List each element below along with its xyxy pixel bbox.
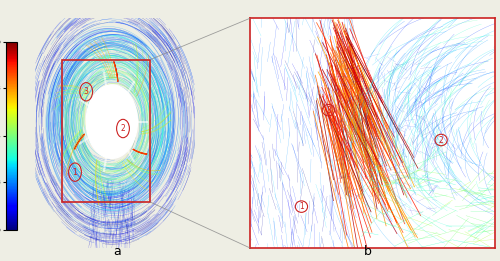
Text: 3: 3 (326, 106, 331, 115)
Text: 2: 2 (438, 135, 444, 145)
Text: 1: 1 (299, 202, 304, 211)
Bar (62, 60, 150, 202)
Text: 1: 1 (72, 168, 78, 177)
Text: 2: 2 (120, 124, 126, 133)
Polygon shape (86, 85, 138, 158)
Text: b: b (364, 245, 372, 258)
Text: 3: 3 (84, 87, 88, 96)
Text: a: a (114, 245, 122, 258)
